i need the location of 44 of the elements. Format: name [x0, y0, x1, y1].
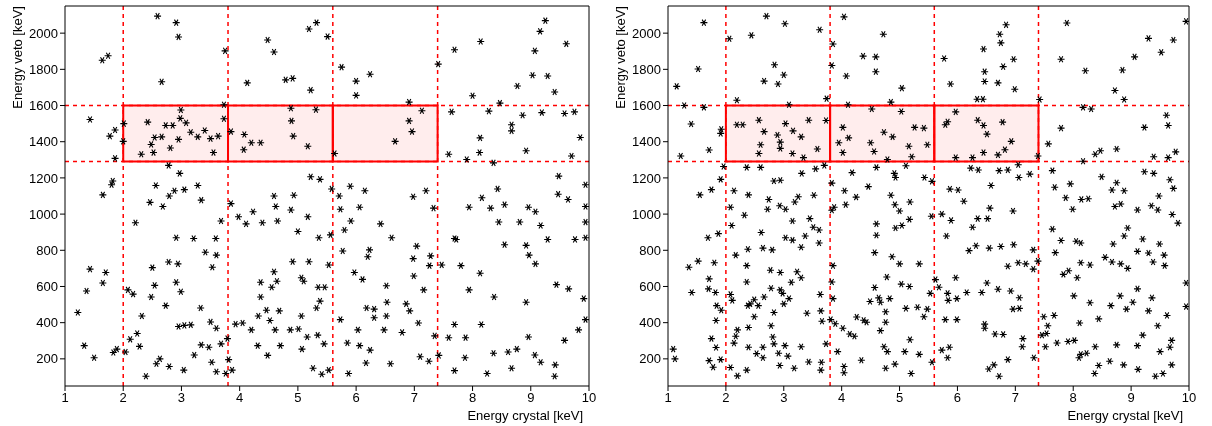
y-tick-label: 1000	[29, 206, 58, 222]
y-tick-label: 1200	[29, 170, 58, 186]
y-tick-label: 800	[36, 242, 58, 258]
x-tick-label: 5	[895, 390, 904, 406]
x-axis-title: Energy crystal [keV]	[467, 408, 583, 423]
x-tick-label: 7	[410, 390, 418, 406]
y-tick-label: 600	[36, 279, 58, 295]
y-tick-label: 1600	[632, 98, 661, 114]
x-tick-label: 1	[664, 390, 672, 406]
y-axis-title: Energy veto [keV]	[613, 6, 628, 109]
y-tick-label: 200	[36, 351, 58, 367]
x-tick-label: 3	[780, 390, 788, 406]
y-tick-label: 2000	[29, 25, 58, 41]
y-tick-label: 1600	[29, 98, 58, 114]
y-tick-label: 1200	[632, 170, 661, 186]
y-tick-label: 400	[36, 315, 58, 331]
x-axis-title: Energy crystal [keV]	[1067, 408, 1183, 423]
x-tick-label: 5	[294, 390, 302, 406]
y-tick-label: 400	[639, 315, 661, 331]
x-tick-label: 8	[468, 390, 477, 406]
x-tick-label: 6	[352, 390, 360, 406]
y-tick-label: 600	[639, 279, 661, 295]
x-tick-label: 1	[61, 390, 69, 406]
x-tick-label: 2	[119, 390, 127, 406]
y-tick-label: 1800	[632, 61, 661, 77]
y-tick-label: 800	[639, 242, 661, 258]
x-tick-label: 9	[527, 390, 535, 406]
x-tick-label: 2	[722, 390, 730, 406]
x-tick-label: 6	[953, 390, 962, 406]
x-tick-label: 4	[838, 390, 846, 406]
y-tick-label: 2000	[632, 25, 661, 41]
x-tick-label: 10	[581, 390, 597, 406]
x-tick-label: 9	[1127, 390, 1135, 406]
x-tick-label: 8	[1069, 390, 1077, 406]
y-tick-label: 1400	[29, 134, 58, 150]
x-tick-label: 3	[177, 390, 186, 406]
y-tick-label: 1800	[29, 61, 58, 77]
x-tick-label: 10	[1181, 390, 1197, 406]
y-tick-label: 1000	[632, 206, 661, 222]
y-tick-label: 200	[639, 351, 661, 367]
x-tick-label: 7	[1011, 390, 1019, 406]
y-tick-label: 1400	[632, 134, 661, 150]
x-tick-label: 4	[236, 390, 244, 406]
y-axis-title: Energy veto [keV]	[10, 6, 25, 109]
